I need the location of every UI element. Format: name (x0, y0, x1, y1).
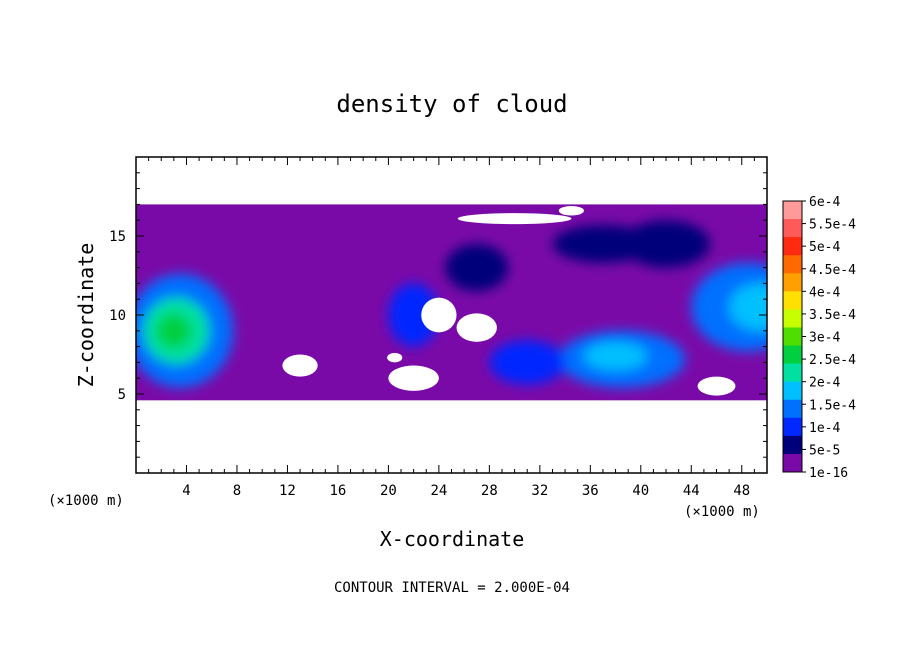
x-unit-label-left: (×1000 m) (48, 493, 124, 509)
cloud-gap-4 (457, 213, 572, 225)
colorbar-swatch (783, 201, 802, 220)
colorbar-swatch (783, 453, 802, 473)
density-region-5 (388, 283, 439, 347)
colorbar-swatch (783, 417, 802, 437)
x-tick-label: 32 (531, 483, 548, 499)
x-unit-label-right: (×1000 m) (684, 504, 760, 520)
x-tick-label: 36 (582, 483, 599, 499)
colorbar-swatch (783, 273, 802, 292)
x-axis-ticks: 4 8 12 16 20 24 28 32 36 40 44 48 (148, 157, 755, 499)
cloud-gap-6 (387, 352, 403, 363)
colorbar-swatch (783, 327, 802, 347)
colorbar-swatch (783, 399, 802, 419)
density-region-9 (621, 220, 711, 268)
colorbar-label: 4e-4 (809, 285, 840, 300)
density-region-2 (156, 313, 192, 349)
x-tick-label: 40 (632, 483, 649, 499)
y-tick-label: 5 (118, 387, 126, 403)
x-tick-label: 44 (683, 483, 700, 499)
colorbar-swatch (783, 435, 802, 455)
contour-interval-note: CONTOUR INTERVAL = 2.000E-04 (334, 580, 570, 596)
density-region-11 (445, 243, 509, 292)
colorbar-swatch (783, 363, 802, 383)
colorbar-label: 1e-4 (809, 421, 840, 436)
x-axis-label: X-coordinate (380, 527, 525, 551)
x-tick-label: 12 (279, 483, 296, 499)
density-region-6 (489, 340, 566, 385)
x-tick-label: 8 (233, 483, 241, 499)
colorbar-label: 4.5e-4 (809, 263, 856, 278)
cloud-gap-7 (697, 376, 736, 396)
cloud-gap-2 (282, 354, 318, 377)
colorbar-swatch (783, 255, 802, 274)
colorbar-label: 5e-4 (809, 240, 840, 255)
x-tick-label: 4 (182, 483, 190, 499)
x-tick-label: 16 (329, 483, 346, 499)
density-region-10 (552, 224, 654, 263)
cloud-gap-5 (558, 205, 585, 216)
colorbar-swatch (783, 237, 802, 256)
colorbar: 6e-4 5.5e-4 5e-4 4.5e-4 4e-4 3.5e-4 3e-4 2.5e-4… (782, 195, 856, 481)
x-tick-label: 20 (380, 483, 397, 499)
colorbar-label: 2e-4 (809, 376, 840, 391)
colorbar-swatch (783, 309, 802, 328)
colorbar-swatch (783, 345, 802, 365)
colorbar-label: 3.5e-4 (809, 308, 856, 323)
colorbar-swatch (783, 381, 802, 401)
colorbar-label: 5.5e-4 (809, 218, 856, 233)
y-tick-label: 10 (109, 308, 126, 324)
colorbar-swatch (783, 291, 802, 310)
x-tick-label: 28 (481, 483, 498, 499)
y-tick-label: 15 (109, 229, 126, 245)
colorbar-label: 1.5e-4 (809, 398, 856, 413)
colorbar-label: 6e-4 (809, 195, 840, 210)
colorbar-label: 1e-16 (809, 466, 848, 481)
chart-title: density of cloud (336, 90, 567, 118)
y-axis-label: Z-coordinate (74, 243, 98, 388)
cloud-gaps (282, 205, 736, 396)
cloud-gap-1 (456, 313, 497, 342)
cloud-gap-0 (421, 297, 457, 333)
plot-area (136, 157, 767, 473)
colorbar-label: 2.5e-4 (809, 353, 856, 368)
x-tick-label: 24 (430, 483, 447, 499)
colorbar-label: 5e-5 (809, 443, 840, 458)
cloud-regions (136, 220, 767, 388)
y-axis-ticks: 5 10 15 (109, 172, 767, 458)
density-region-8 (729, 283, 767, 331)
density-region-4 (584, 341, 648, 371)
cloud-gap-3 (388, 365, 439, 391)
colorbar-label: 3e-4 (809, 331, 840, 346)
x-tick-label: 48 (733, 483, 750, 499)
colorbar-swatch (783, 219, 802, 238)
